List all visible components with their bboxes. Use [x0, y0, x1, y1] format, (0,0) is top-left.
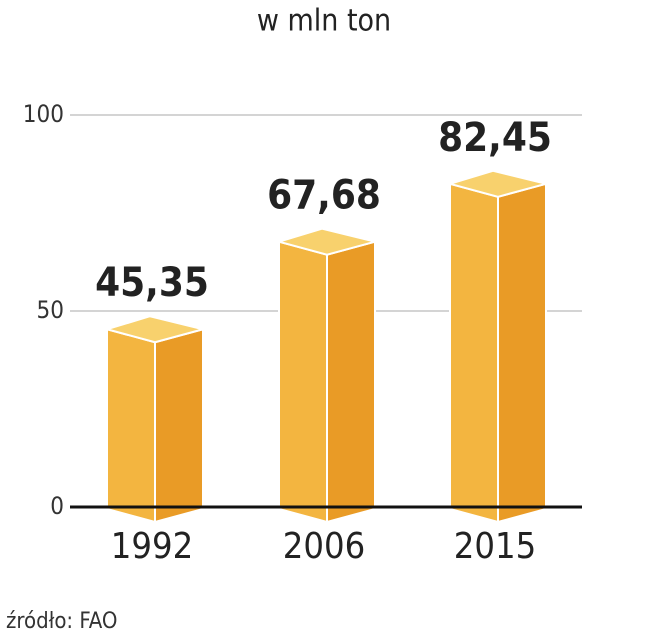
bar-face [446, 169, 547, 198]
chart-subtitle: w mln ton [257, 4, 391, 39]
x-tick-label: 2006 [283, 526, 365, 567]
value-label: 45,35 [95, 260, 209, 306]
bar [103, 315, 204, 524]
y-tick-label: 100 [23, 100, 64, 128]
source: źródło: FAO [6, 609, 117, 634]
y-tick-label: 0 [50, 492, 64, 520]
bar [275, 227, 376, 524]
value-label: 67,68 [267, 173, 381, 219]
bar [446, 169, 547, 524]
bar-face [449, 182, 499, 524]
bar-face [278, 240, 328, 524]
bar-face [106, 327, 156, 524]
bar-face [275, 227, 376, 256]
value-label: 82,45 [438, 115, 552, 161]
x-tick-label: 1992 [111, 526, 193, 567]
bar-face [154, 327, 204, 524]
x-tick-label: 2015 [454, 526, 536, 567]
bar-face [497, 182, 547, 524]
bar-face [103, 315, 204, 344]
y-tick-label: 50 [37, 296, 64, 324]
bar-face [326, 240, 376, 524]
